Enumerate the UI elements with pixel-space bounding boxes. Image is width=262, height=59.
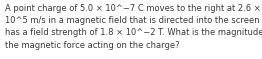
Text: A point charge of 5.0 × 10^−7 C moves to the right at 2.6 ×
10^5 m/s in a magnet: A point charge of 5.0 × 10^−7 C moves to… <box>5 4 262 50</box>
